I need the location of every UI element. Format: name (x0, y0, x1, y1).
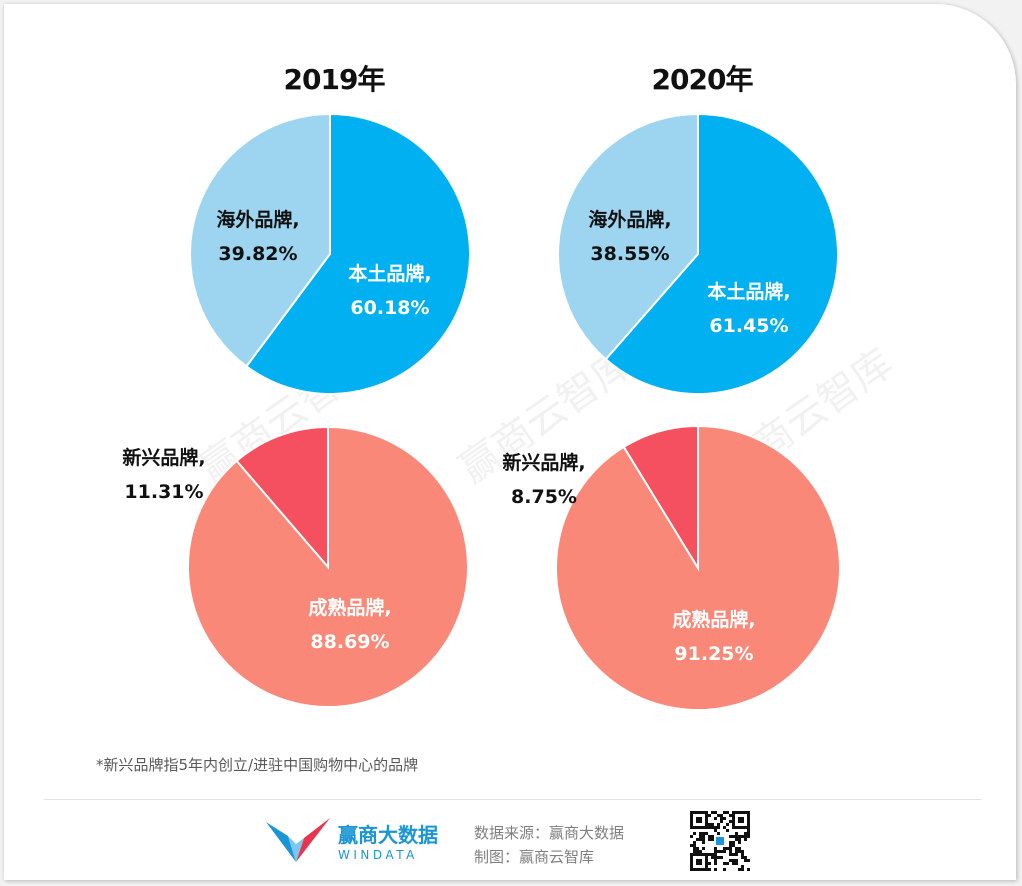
logo-text-cn: 赢商大数据 (338, 823, 438, 847)
pie-slice (604, 112, 839, 395)
data-source-text: 数据来源：赢商大数据 (474, 824, 625, 842)
pie-slice (189, 112, 331, 368)
windata-logo-icon (266, 818, 330, 862)
slice-label: 本土品牌, (348, 262, 431, 285)
slice-value-label: 61.45% (709, 315, 788, 337)
slice-label: 海外品牌, (588, 208, 671, 231)
infographic-card: 赢商云智库 赢商云智库 赢商云智库 2019年 2020年 本土品牌, 60.18… (4, 4, 1016, 880)
pie-slice (557, 112, 699, 361)
slice-value-label: 39.82% (218, 243, 297, 265)
slice-label: 本土品牌, (707, 280, 790, 303)
slice-label: 海外品牌, (216, 208, 299, 231)
pie-slice (235, 425, 329, 570)
source-block: 数据来源：赢商大数据 制图：赢商云智库 (474, 821, 624, 869)
pie-slice (622, 424, 699, 572)
slice-value-label: 91.25% (674, 643, 753, 665)
slice-value-label: 60.18% (350, 297, 429, 319)
slice-label: 成熟品牌, (308, 596, 391, 619)
slice-value-label: 38.55% (590, 243, 669, 265)
slice-label: 成熟品牌, (672, 608, 755, 631)
slice-value-label: 11.31% (124, 481, 203, 503)
logo-text-en: WINDATA (338, 848, 418, 862)
chart-maker-text: 制图：赢商云智库 (474, 848, 595, 866)
slice-label: 新兴品牌, (122, 446, 205, 469)
footnote: *新兴品牌指5年内创立/进驻中国购物中心的品牌 (96, 756, 419, 774)
divider (44, 799, 982, 800)
pie-slice (245, 112, 471, 395)
slice-value-label: 8.75% (511, 486, 577, 508)
chart-title-2019: 2019年 (283, 63, 386, 96)
slice-value-label: 88.69% (310, 631, 389, 653)
slice-label: 新兴品牌, (502, 451, 585, 474)
qr-code-icon (689, 810, 751, 872)
chart-title-2020: 2020年 (651, 63, 754, 96)
pie-charts: 本土品牌, 60.18% 海外品牌, 39.82% 本土品牌, 61.45% 海外品牌, 38… (122, 112, 841, 711)
